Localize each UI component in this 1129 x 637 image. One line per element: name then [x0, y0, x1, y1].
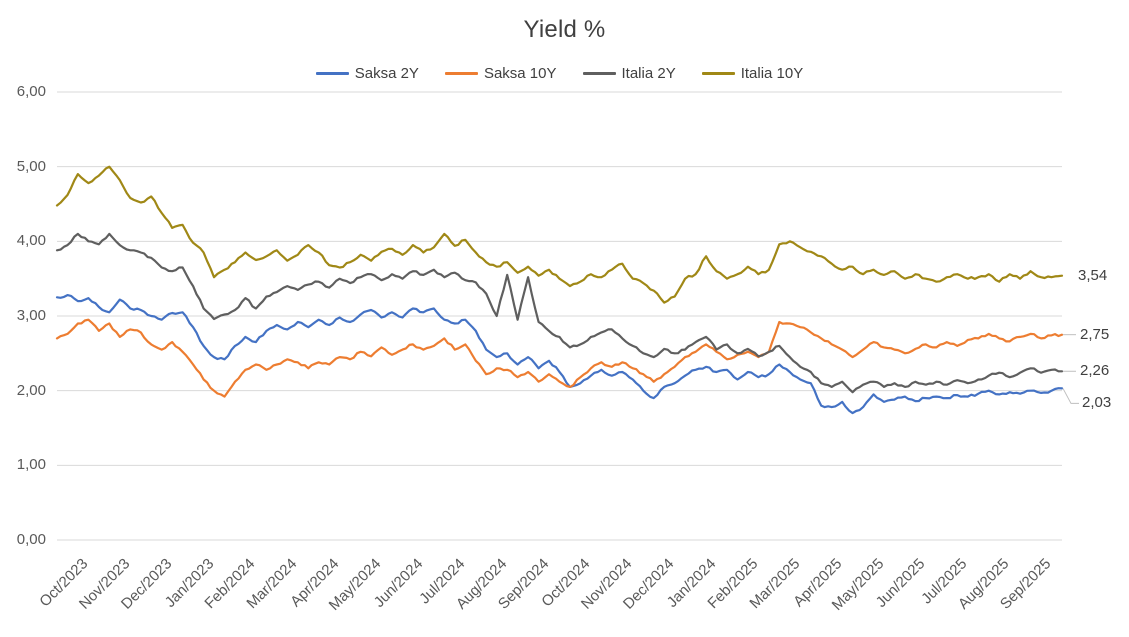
- end-label-italia-10y: 3,54: [1078, 266, 1108, 284]
- legend-line-swatch: [582, 71, 616, 75]
- legend-line-swatch: [315, 71, 349, 75]
- end-label-italia-2y: 2,26: [1080, 362, 1110, 380]
- legend-label: Saksa 2Y: [354, 64, 419, 82]
- series-line-saksa-2y[interactable]: [55, 294, 1064, 415]
- legend-label: Italia 10Y: [740, 64, 804, 82]
- y-tick-label: 3,00: [16, 307, 46, 324]
- y-tick-label: 5,00: [16, 157, 46, 175]
- end-label-saksa-2y: 2,03: [1082, 394, 1112, 412]
- y-tick-label: 4,00: [16, 232, 46, 250]
- y-tick-label: 0,00: [16, 531, 46, 548]
- y-tick-label: 6,00: [16, 83, 46, 100]
- chart-legend: Saksa 2Y Saksa 10Y Italia 2Y Italia 10Y: [57, 64, 1062, 82]
- legend-line-swatch: [701, 71, 735, 75]
- legend-line-swatch: [444, 71, 478, 75]
- legend-item-italia-2y[interactable]: Italia 2Y: [582, 64, 676, 82]
- y-tick-label: 1,00: [16, 456, 46, 474]
- legend-label: Italia 2Y: [621, 64, 676, 82]
- legend-item-saksa-2y[interactable]: Saksa 2Y: [315, 64, 419, 82]
- series-line-italia-2y[interactable]: [55, 232, 1064, 394]
- y-tick-label: 2,00: [16, 381, 46, 399]
- leader-line: [1062, 388, 1079, 404]
- legend-item-saksa-10y[interactable]: Saksa 10Y: [444, 64, 557, 82]
- end-label-saksa-10y: 2,75: [1080, 325, 1110, 343]
- series-line-saksa-10y[interactable]: [55, 318, 1064, 398]
- chart-title: Yield %: [523, 16, 606, 43]
- legend-label: Saksa 10Y: [483, 64, 557, 82]
- series-line-italia-10y[interactable]: [55, 165, 1064, 304]
- legend-item-italia-10y[interactable]: Italia 10Y: [701, 64, 804, 82]
